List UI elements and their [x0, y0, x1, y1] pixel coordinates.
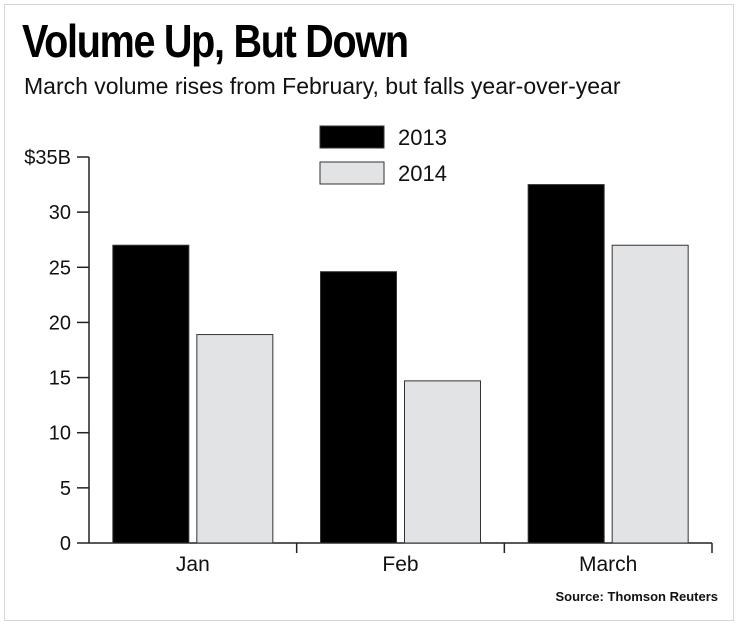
x-tick-label: March	[579, 553, 637, 576]
source-note: Source: Thomson Reuters	[555, 589, 718, 604]
bar-2014-feb	[404, 380, 481, 544]
bar-2014-jan	[196, 334, 274, 544]
y-tick-label: 30	[49, 202, 71, 224]
bar-2013-feb	[320, 271, 397, 544]
chart-subtitle: March volume rises from February, but fa…	[24, 73, 621, 99]
y-tick-label: 25	[49, 257, 71, 279]
bar-2013-march	[527, 184, 605, 544]
legend-label-2013: 2013	[398, 125, 447, 150]
chart-title: Volume Up, But Down	[22, 15, 409, 67]
y-tick-label: 20	[49, 312, 71, 334]
legend-swatch-2013	[319, 125, 385, 149]
x-tick-label: Feb	[382, 553, 418, 576]
y-tick-label: 5	[60, 478, 71, 500]
bar-2014-march	[611, 244, 689, 544]
legend-label-2014: 2014	[398, 161, 447, 186]
x-tick-label: Jan	[176, 553, 210, 576]
y-tick-label: 15	[49, 368, 71, 390]
bar-2013-jan	[112, 244, 190, 544]
y-tick-label: $35B	[24, 147, 71, 169]
legend-swatch-2014	[319, 161, 385, 185]
y-tick-label: 10	[49, 423, 71, 445]
y-tick-label: 0	[60, 533, 71, 555]
